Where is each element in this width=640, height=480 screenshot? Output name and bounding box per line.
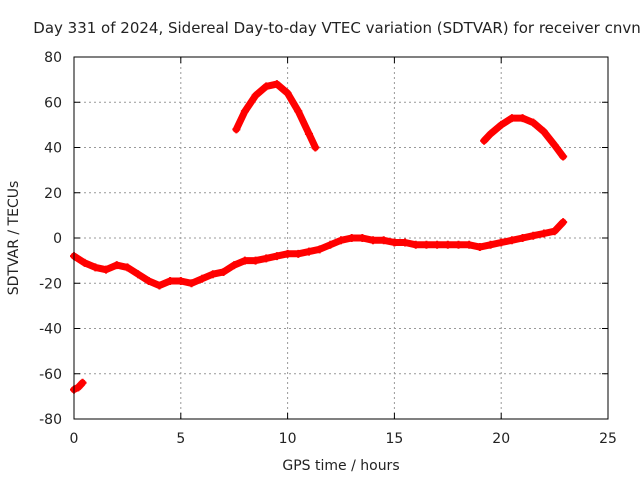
x-tick-label: 10 — [279, 431, 297, 447]
data-point — [480, 136, 489, 145]
data-point — [497, 238, 506, 247]
data-point — [144, 276, 153, 285]
x-axis-label: GPS time / hours — [282, 458, 399, 474]
data-point — [155, 281, 164, 290]
y-tick-label: -80 — [39, 412, 62, 428]
y-tick-label: -40 — [39, 322, 62, 338]
data-point — [187, 279, 196, 288]
data-point — [311, 143, 320, 152]
data-point — [507, 236, 516, 245]
y-tick-label: 60 — [44, 95, 62, 111]
data-point — [219, 267, 228, 276]
data-point — [390, 238, 399, 247]
data-point — [347, 234, 356, 242]
data-point — [401, 238, 410, 247]
series-arc-2 — [480, 114, 568, 161]
data-point — [518, 114, 527, 123]
data-point — [294, 249, 303, 258]
y-tick-label: 40 — [44, 141, 62, 157]
data-point — [134, 270, 143, 279]
data-point — [550, 227, 559, 236]
data-point — [283, 89, 292, 98]
data-point — [283, 249, 292, 258]
data-point — [208, 270, 217, 279]
data-point — [443, 240, 452, 249]
data-point — [550, 141, 559, 150]
series-main-band — [70, 218, 568, 290]
series-line — [70, 218, 567, 289]
data-point — [166, 276, 175, 285]
data-point — [507, 114, 516, 123]
data-point — [486, 240, 495, 249]
data-point — [358, 234, 367, 242]
data-point — [240, 107, 249, 116]
data-point — [539, 229, 548, 238]
data-point — [262, 82, 271, 91]
data-point — [486, 129, 495, 138]
data-point — [539, 127, 548, 136]
y-tick-label: 80 — [44, 50, 62, 66]
data-point — [198, 274, 207, 283]
y-axis-label: SDTVAR / TECUs — [6, 181, 22, 296]
data-point — [230, 261, 239, 270]
series-early-segment — [70, 378, 87, 394]
y-tick-label: -20 — [39, 276, 62, 292]
data-point — [80, 258, 89, 267]
data-point — [74, 383, 83, 392]
data-point — [497, 120, 506, 129]
data-series — [70, 80, 568, 394]
series-arc-1 — [232, 80, 320, 152]
data-point — [232, 125, 241, 134]
axis-ticks: 0 5 10 15 20 25 -80 -60 -40 -20 0 20 40 60 80 — [39, 50, 617, 447]
chart-title: Day 331 of 2024, Sidereal Day-to-day VTE… — [33, 19, 640, 37]
data-point — [379, 236, 388, 245]
data-point — [433, 240, 442, 249]
data-point — [91, 263, 100, 272]
data-point — [251, 91, 260, 100]
x-tick-label: 20 — [492, 431, 510, 447]
data-point — [411, 240, 420, 249]
data-point — [559, 152, 568, 161]
data-point — [294, 107, 303, 116]
data-point — [112, 261, 121, 270]
data-point — [315, 245, 324, 254]
data-point — [337, 236, 345, 245]
data-point — [454, 240, 463, 249]
data-point — [559, 218, 568, 227]
data-point — [326, 240, 335, 249]
data-point — [529, 118, 538, 127]
series-line — [480, 114, 567, 161]
plot-frame — [73, 56, 609, 420]
data-point — [78, 378, 87, 387]
x-tick-label: 25 — [599, 431, 617, 447]
data-point — [529, 231, 538, 240]
data-point — [518, 234, 527, 242]
data-point — [262, 254, 271, 263]
x-tick-label: 0 — [70, 431, 79, 447]
y-tick-label: 20 — [44, 186, 62, 202]
data-point — [251, 256, 260, 265]
data-point — [465, 240, 474, 249]
y-tick-label: -60 — [39, 367, 62, 383]
data-point — [123, 263, 132, 272]
data-point — [272, 80, 281, 89]
series-line — [232, 80, 319, 151]
data-point — [272, 252, 281, 261]
data-point — [240, 256, 249, 265]
y-tick-label: 0 — [53, 231, 62, 247]
data-point — [102, 265, 111, 274]
data-point — [304, 247, 313, 256]
data-point — [369, 236, 378, 245]
data-point — [475, 243, 484, 252]
data-point — [422, 240, 431, 249]
data-point — [304, 129, 313, 138]
data-point — [176, 276, 185, 285]
x-tick-label: 15 — [385, 431, 403, 447]
x-tick-label: 5 — [176, 431, 185, 447]
